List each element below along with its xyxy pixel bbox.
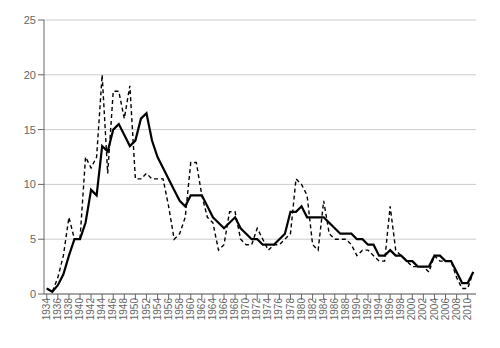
svg-text:1968: 1968: [229, 298, 240, 321]
svg-text:1984: 1984: [318, 298, 329, 321]
svg-text:2010: 2010: [462, 298, 473, 321]
svg-text:1988: 1988: [340, 298, 351, 321]
svg-text:1990: 1990: [351, 298, 362, 321]
svg-text:1980: 1980: [296, 298, 307, 321]
svg-text:1960: 1960: [185, 298, 196, 321]
svg-text:5: 5: [30, 233, 36, 245]
svg-text:1950: 1950: [129, 298, 140, 321]
svg-text:1946: 1946: [107, 298, 118, 321]
svg-text:2006: 2006: [440, 298, 451, 321]
svg-text:2002: 2002: [417, 298, 428, 321]
svg-text:1970: 1970: [240, 298, 251, 321]
svg-text:0: 0: [30, 288, 36, 300]
svg-text:1972: 1972: [251, 298, 262, 321]
svg-text:1938: 1938: [63, 298, 74, 321]
svg-text:1976: 1976: [273, 298, 284, 321]
svg-text:1958: 1958: [174, 298, 185, 321]
svg-text:20: 20: [24, 69, 36, 81]
svg-text:2000: 2000: [406, 298, 417, 321]
svg-text:1944: 1944: [96, 298, 107, 321]
svg-text:1954: 1954: [152, 298, 163, 321]
svg-text:15: 15: [24, 124, 36, 136]
svg-text:1998: 1998: [395, 298, 406, 321]
svg-text:10: 10: [24, 178, 36, 190]
svg-text:1936: 1936: [52, 298, 63, 321]
svg-text:1986: 1986: [329, 298, 340, 321]
svg-text:1952: 1952: [141, 298, 152, 321]
svg-text:1962: 1962: [196, 298, 207, 321]
svg-text:1994: 1994: [373, 298, 384, 321]
svg-text:1964: 1964: [207, 298, 218, 321]
svg-text:1966: 1966: [218, 298, 229, 321]
svg-text:1992: 1992: [362, 298, 373, 321]
svg-text:1996: 1996: [384, 298, 395, 321]
svg-text:1940: 1940: [74, 298, 85, 321]
svg-text:2008: 2008: [451, 298, 462, 321]
svg-text:1942: 1942: [85, 298, 96, 321]
svg-text:1974: 1974: [262, 298, 273, 321]
svg-text:1982: 1982: [307, 298, 318, 321]
svg-text:1978: 1978: [285, 298, 296, 321]
svg-text:1934: 1934: [41, 298, 52, 321]
svg-text:1948: 1948: [118, 298, 129, 321]
svg-text:25: 25: [24, 14, 36, 26]
svg-text:1956: 1956: [163, 298, 174, 321]
svg-text:2004: 2004: [429, 298, 440, 321]
